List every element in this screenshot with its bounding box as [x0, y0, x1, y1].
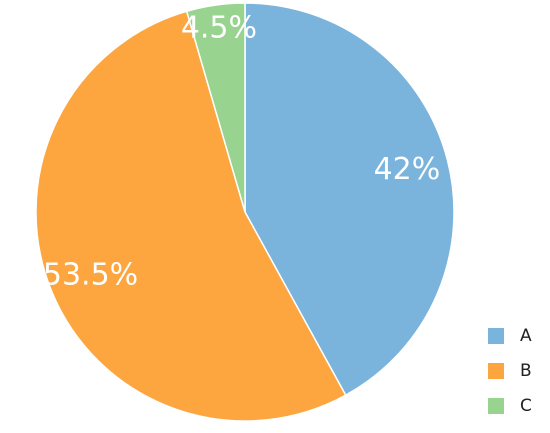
legend-swatch — [488, 363, 504, 379]
legend-swatch — [488, 398, 504, 414]
legend-swatch — [488, 328, 504, 344]
data-label: 53.5% — [43, 257, 138, 292]
data-label: 4.5% — [181, 10, 257, 45]
legend-label: C — [520, 396, 532, 416]
pie-slice — [244, 2, 455, 397]
legend-label: A — [520, 326, 532, 346]
legend-label: B — [520, 361, 532, 381]
data-label: 42% — [374, 152, 441, 187]
pie-slice — [185, 2, 246, 213]
pie-slice — [35, 10, 347, 422]
